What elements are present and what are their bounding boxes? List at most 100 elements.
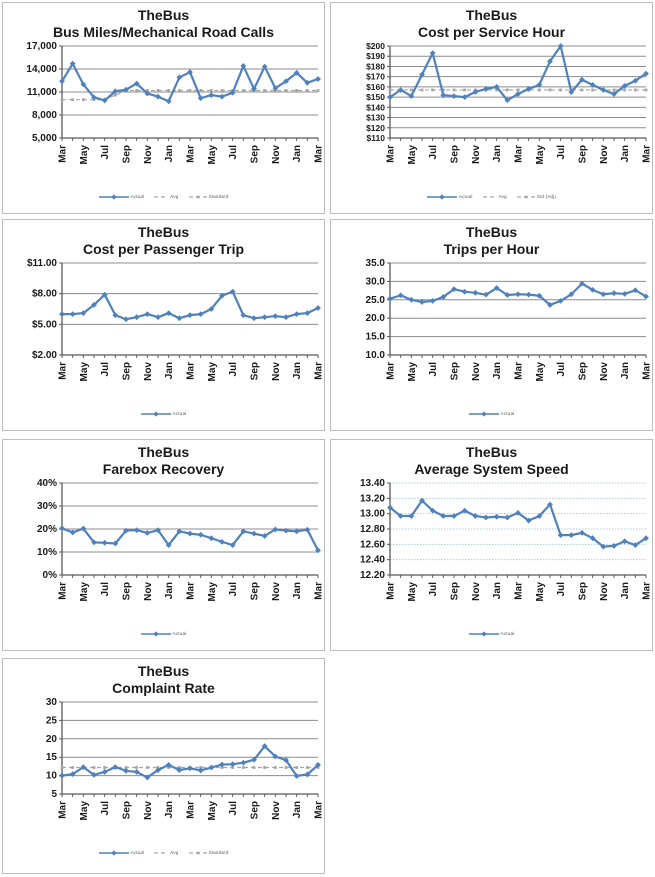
data-point-marker bbox=[101, 768, 108, 775]
x-axis-label: Jul bbox=[100, 361, 111, 376]
data-point-marker bbox=[197, 531, 204, 538]
data-point-marker bbox=[261, 532, 268, 539]
goal-marker bbox=[177, 88, 181, 92]
goal-marker bbox=[124, 765, 127, 769]
legend-item: Standard bbox=[188, 193, 229, 201]
chart-title-metric: Cost per Passenger Trip bbox=[82, 240, 245, 257]
x-axis-label: Mar bbox=[513, 361, 524, 379]
data-point-marker bbox=[143, 774, 150, 780]
chart-canvas: 40%30%20%10%0%Mar May Jul Sep Nov Jan Mar May Ju… bbox=[36, 478, 324, 601]
data-point-marker bbox=[567, 290, 574, 297]
data-point-marker bbox=[197, 767, 204, 773]
data-point-marker bbox=[503, 514, 510, 520]
x-axis-label: Jan bbox=[164, 582, 175, 599]
goal-marker bbox=[420, 88, 423, 91]
y-axis-label: $150 bbox=[366, 92, 385, 102]
goal-marker bbox=[590, 88, 594, 91]
x-axis-label: Sep bbox=[449, 362, 460, 380]
data-point-marker bbox=[143, 529, 150, 536]
x-axis-label: Jan bbox=[620, 145, 631, 162]
data-point-marker bbox=[599, 290, 606, 297]
data-point-marker bbox=[186, 311, 193, 318]
data-point-marker bbox=[271, 312, 278, 319]
data-point-marker bbox=[293, 772, 300, 779]
goal-marker bbox=[220, 88, 223, 92]
y-axis-label: 20% bbox=[36, 524, 56, 535]
x-axis-label: May bbox=[78, 361, 89, 381]
x-axis-label: Mar bbox=[313, 581, 323, 599]
data-point-marker bbox=[461, 93, 468, 100]
data-point-marker bbox=[461, 507, 468, 514]
y-axis-label: 13.40 bbox=[359, 478, 384, 489]
x-axis-label: Nov bbox=[470, 144, 481, 163]
data-point-marker bbox=[239, 311, 246, 318]
y-axis-label: 25 bbox=[45, 715, 57, 726]
goal-marker bbox=[209, 88, 213, 92]
x-axis-label: Nov bbox=[142, 144, 153, 163]
legend-line-diamond-icon bbox=[98, 193, 129, 200]
data-point-marker bbox=[314, 75, 321, 82]
data-point-marker bbox=[69, 529, 76, 535]
x-axis-label: Jul bbox=[556, 361, 567, 376]
x-axis-label: Jul bbox=[428, 581, 439, 596]
data-point-marker bbox=[122, 527, 129, 534]
data-point-marker bbox=[250, 85, 257, 92]
y-axis-label: 8,000 bbox=[31, 110, 56, 121]
goal-marker bbox=[644, 88, 647, 91]
y-axis-label: 0% bbox=[42, 570, 57, 581]
legend-item: Avg bbox=[482, 193, 507, 201]
data-point-marker bbox=[429, 49, 436, 56]
data-point-marker bbox=[610, 542, 617, 549]
legend-line-diamond-icon bbox=[468, 410, 499, 417]
x-axis-label: Jul bbox=[556, 581, 567, 596]
data-point-marker bbox=[642, 293, 649, 299]
chart-legend: Actual Avg Standard bbox=[3, 192, 324, 202]
data-point-marker bbox=[165, 761, 172, 768]
x-axis-label: Nov bbox=[270, 361, 281, 380]
x-axis-label: Nov bbox=[142, 361, 153, 380]
data-point-marker bbox=[122, 767, 129, 774]
x-axis-label: Nov bbox=[598, 144, 609, 163]
data-point-marker bbox=[314, 761, 321, 768]
x-axis-label: Mar bbox=[641, 581, 651, 599]
chart-title-org: TheBus bbox=[137, 7, 190, 23]
x-axis-label: Jan bbox=[164, 801, 175, 818]
data-point-marker bbox=[58, 310, 65, 317]
x-axis-label: May bbox=[406, 361, 417, 381]
goal-marker bbox=[284, 765, 287, 769]
data-point-marker bbox=[218, 761, 225, 768]
goal-marker bbox=[60, 97, 63, 101]
x-axis-label: Jul bbox=[100, 144, 111, 159]
data-point-marker bbox=[261, 313, 268, 320]
data-point-marker bbox=[101, 291, 108, 298]
data-point-marker bbox=[631, 77, 638, 84]
data-point-marker bbox=[471, 512, 478, 519]
x-axis-label: Sep bbox=[249, 362, 260, 380]
chart-panel: TheBus Bus Miles/Mechanical Road Calls 1… bbox=[2, 2, 325, 214]
y-axis-label: $130 bbox=[366, 112, 385, 122]
data-point-marker bbox=[589, 286, 596, 293]
legend-label: Avg bbox=[170, 194, 179, 200]
chart-title-org: TheBus bbox=[137, 224, 190, 240]
y-axis-label: $2.00 bbox=[31, 350, 56, 361]
goal-marker bbox=[409, 88, 413, 91]
legend-dash-square-icon bbox=[188, 195, 207, 198]
data-point-marker bbox=[471, 289, 478, 296]
x-axis-label: May bbox=[206, 144, 217, 164]
data-point-marker bbox=[133, 768, 140, 775]
data-point-marker bbox=[79, 309, 86, 316]
data-point-marker bbox=[621, 537, 628, 544]
legend-item: Actual bbox=[140, 630, 187, 638]
x-axis-label: Jan bbox=[620, 582, 631, 599]
goal-marker bbox=[60, 765, 63, 769]
data-point-marker bbox=[239, 62, 246, 69]
y-axis-label: $200 bbox=[366, 41, 385, 51]
x-axis-label: Nov bbox=[270, 800, 281, 819]
y-axis-label: 12.80 bbox=[359, 524, 384, 535]
data-point-marker bbox=[111, 763, 118, 770]
data-point-marker bbox=[418, 497, 425, 504]
goal-marker bbox=[102, 765, 106, 769]
data-point-marker bbox=[578, 280, 585, 287]
